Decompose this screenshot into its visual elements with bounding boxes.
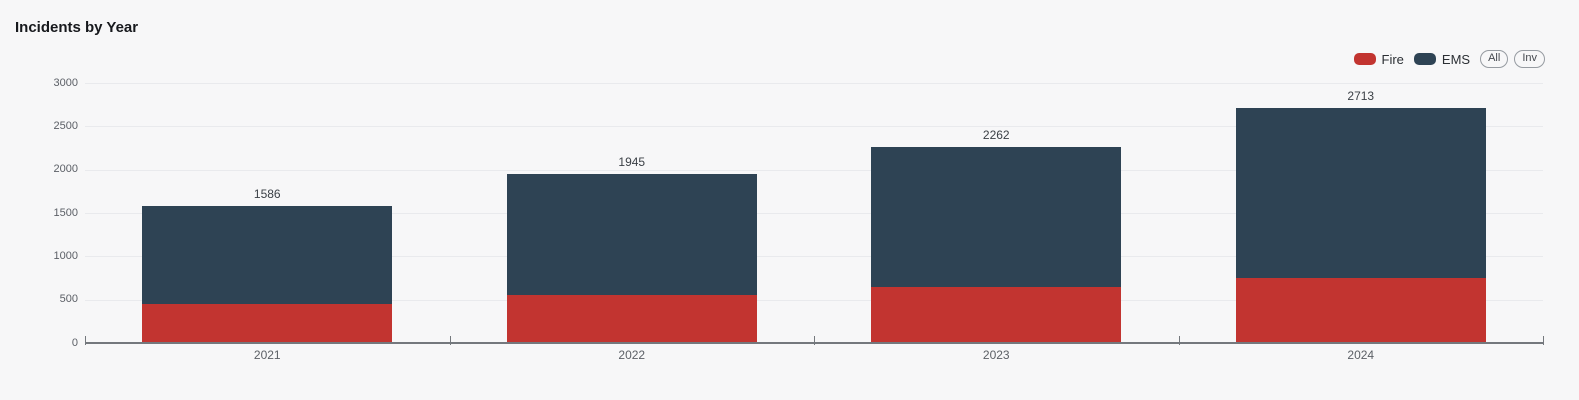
bar-ems-2021[interactable] — [142, 205, 393, 304]
bar-total-2024: 2713 — [1347, 88, 1375, 103]
axis-tick — [449, 336, 451, 345]
y-tick-2000: 2000 — [53, 163, 78, 176]
bar-fire-2024[interactable] — [1235, 278, 1486, 343]
legend-item-fire[interactable]: Fire — [1353, 51, 1404, 67]
y-tick-2500: 2500 — [53, 119, 78, 132]
legend-item-ems-label: EMS — [1441, 51, 1471, 67]
gridline-3000 — [85, 83, 1543, 84]
gridline-2500 — [85, 126, 1543, 128]
bar-ems-2023[interactable] — [871, 146, 1122, 287]
gridline-1500 — [85, 213, 1543, 214]
bar-total-2022: 1945 — [618, 155, 646, 170]
gridline-2000 — [85, 169, 1543, 171]
fire-swatch-icon — [1353, 53, 1376, 65]
bar-ems-2022[interactable] — [506, 174, 757, 296]
y-tick-3000: 3000 — [53, 76, 78, 89]
axis-tick — [85, 336, 86, 345]
axis-tick — [1543, 336, 1544, 345]
filter-all-button[interactable]: All — [1480, 50, 1509, 68]
gridline-500 — [85, 299, 1543, 301]
x-tick-2024: 2024 — [1347, 348, 1375, 362]
chart-title: Incidents by Year — [15, 19, 139, 36]
y-tick-1000: 1000 — [53, 249, 78, 262]
y-tick-1500: 1500 — [53, 206, 78, 219]
bar-fire-2023[interactable] — [871, 286, 1122, 343]
bar-fire-2021[interactable] — [142, 304, 393, 343]
x-tick-2021: 2021 — [253, 348, 281, 362]
y-tick-0: 0 — [71, 336, 78, 349]
bar-total-2021: 1586 — [253, 186, 281, 201]
legend-item-ems[interactable]: EMS — [1413, 51, 1471, 67]
legend-item-fire-label: Fire — [1381, 51, 1404, 67]
axis-tick — [814, 336, 815, 345]
filter-inv-button[interactable]: Inv — [1514, 50, 1545, 68]
bar-total-2023: 2262 — [982, 127, 1010, 142]
legend: Fire EMS All Inv — [1353, 50, 1545, 68]
bar-fire-2022[interactable] — [506, 295, 757, 343]
bar-ems-2024[interactable] — [1235, 107, 1486, 278]
gridline-1000 — [85, 256, 1543, 258]
axis-tick — [1178, 336, 1180, 345]
x-tick-2022: 2022 — [618, 348, 646, 362]
y-tick-500: 500 — [59, 293, 78, 306]
ems-swatch-icon — [1413, 53, 1436, 65]
x-tick-2023: 2023 — [982, 348, 1010, 362]
